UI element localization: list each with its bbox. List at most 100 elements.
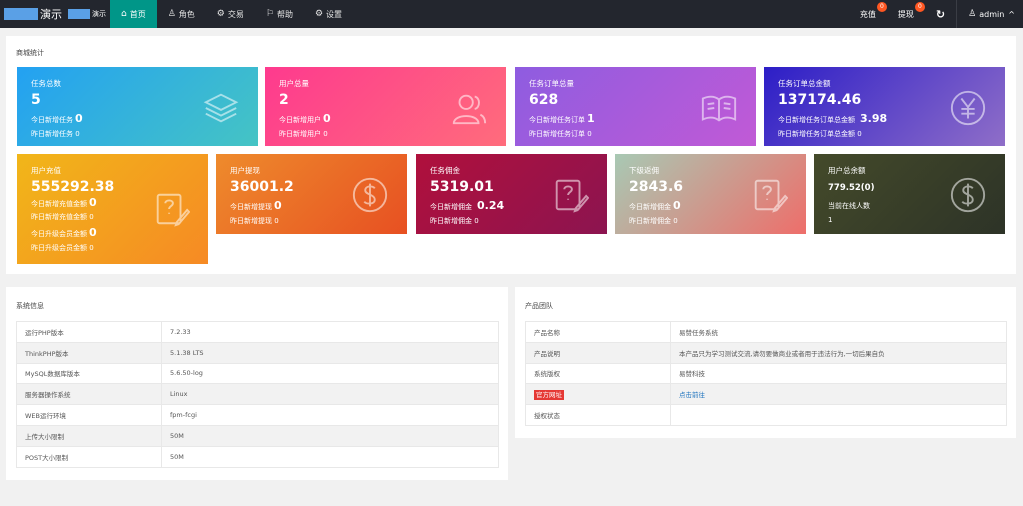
info-value: 5.6.50-log bbox=[161, 362, 499, 385]
card-yesterday: 昨日新增用户 0 bbox=[279, 129, 328, 139]
card-title: 用户总量 bbox=[279, 79, 309, 88]
info-key: 上传大小限制 bbox=[16, 424, 162, 447]
info-key: 服务器操作系统 bbox=[16, 383, 162, 406]
nav-roles-label: 角色 bbox=[178, 9, 195, 19]
recharge-button[interactable]: 充值 0 bbox=[849, 0, 887, 28]
card-yesterday-label: 昨日新增任务订单总金额 bbox=[778, 130, 855, 138]
table-row: ThinkPHP版本 5.1.38 LTS bbox=[16, 341, 499, 364]
top-nav-bar: 演示 演示 ⌂ 首页 ♙ 角色 ⚙ 交易 ⚐ 帮助 ⚙ 设置 充值 0 bbox=[0, 0, 1023, 28]
nav-help[interactable]: ⚐ 帮助 bbox=[255, 0, 304, 28]
nav-home[interactable]: ⌂ 首页 bbox=[110, 0, 157, 28]
table-row: 上传大小限制 50M bbox=[16, 424, 499, 447]
flag-icon: ⚐ bbox=[265, 9, 274, 19]
card-value: 5 bbox=[31, 92, 41, 108]
card-today-label: 今日新增用户 bbox=[279, 116, 321, 124]
product-team-panel: 产品团队 产品名称 易赞任务系统 产品说明 本产品只为学习测试交流,请勿要做商业或者… bbox=[515, 287, 1016, 438]
card-line-label: 今日升级会员金额 bbox=[31, 230, 87, 238]
book-icon bbox=[701, 95, 737, 122]
card-yesterday-value: 0 bbox=[274, 217, 279, 225]
card-yesterday-value: 0 bbox=[75, 130, 80, 138]
card-today: 今日新增任务订单 1 bbox=[529, 112, 595, 125]
table-row: 产品名称 易赞任务系统 bbox=[525, 321, 1007, 343]
card-today-value: 0 bbox=[323, 112, 331, 125]
card-today-label: 今日新增任务 bbox=[31, 116, 73, 124]
system-info-panel: 系统信息 运行PHP版本 7.2.33 ThinkPHP版本 5.1.38 LTS … bbox=[6, 287, 508, 480]
recharge-label: 充值 bbox=[859, 9, 876, 19]
user-menu[interactable]: ♙ admin ^ bbox=[957, 0, 1023, 28]
card-today: 今日新增提现 0 bbox=[230, 199, 282, 212]
card-title: 用户提现 bbox=[230, 166, 260, 175]
card-today: 今日新增任务订单总金额 3.98 bbox=[778, 112, 887, 125]
card-yesterday-label: 昨日新增提现 bbox=[230, 217, 272, 225]
card-title: 任务订单总金额 bbox=[778, 79, 831, 88]
nav-roles[interactable]: ♙ 角色 bbox=[157, 0, 206, 28]
official-site-link[interactable]: 点击前往 bbox=[679, 391, 705, 400]
card-total-tasks[interactable]: 任务总数 5 今日新增任务 0 昨日新增任务 0 bbox=[17, 67, 258, 146]
card-value: 5319.01 bbox=[430, 179, 494, 195]
info-value: fpm-fcgi bbox=[161, 404, 499, 426]
withdraw-button[interactable]: 提现 0 bbox=[887, 0, 925, 28]
info-value: Linux bbox=[161, 383, 499, 406]
card-user-withdraw[interactable]: 用户提现 36001.2 今日新增提现 0 昨日新增提现 0 bbox=[216, 154, 407, 234]
card-yesterday: 昨日新增任务订单总金额 0 bbox=[778, 129, 862, 139]
nav-settings[interactable]: ⚙ 设置 bbox=[304, 0, 353, 28]
info-key: 系统版权 bbox=[525, 362, 671, 385]
card-line-label: 昨日新增充值金额 bbox=[31, 213, 87, 221]
brand-text-small: 演示 bbox=[92, 10, 106, 18]
product-team-table: 产品名称 易赞任务系统 产品说明 本产品只为学习测试交流,请勿要做商业或者用于违法行… bbox=[525, 321, 1007, 426]
card-today-label: 今日新增提现 bbox=[230, 203, 272, 211]
product-team-title: 产品团队 bbox=[525, 302, 553, 310]
card-today: 今日新增佣金 0 bbox=[629, 199, 681, 212]
card-yesterday: 昨日新增任务订单 0 bbox=[529, 129, 592, 139]
nav-help-label: 帮助 bbox=[276, 9, 293, 19]
card-yesterday: 昨日新增提现 0 bbox=[230, 216, 279, 226]
card-value: 137174.46 bbox=[778, 92, 862, 108]
dollar-icon bbox=[352, 177, 388, 213]
info-key: 产品说明 bbox=[525, 341, 671, 364]
card-yesterday-label: 昨日新增佣金 bbox=[629, 217, 671, 225]
info-key: 运行PHP版本 bbox=[16, 321, 162, 343]
card-task-order-amount[interactable]: 任务订单总金额 137174.46 今日新增任务订单总金额 3.98 昨日新增任务… bbox=[764, 67, 1005, 146]
home-icon: ⌂ bbox=[121, 9, 127, 19]
card-line-value: 0 bbox=[89, 244, 94, 252]
nav-trade[interactable]: ⚙ 交易 bbox=[206, 0, 255, 28]
stats-panel: 商城统计 任务总数 5 今日新增任务 0 昨日新增任务 0 用户总量 2 今日新增… bbox=[6, 36, 1016, 274]
card-title: 下级返佣 bbox=[629, 166, 659, 175]
info-value: 50M bbox=[161, 424, 499, 447]
info-value: 50M bbox=[161, 445, 499, 468]
card-today: 今日新增佣金 0.24 bbox=[430, 199, 504, 212]
card-line-value: 0 bbox=[89, 226, 97, 239]
nav-trade-label: 交易 bbox=[227, 9, 244, 19]
card-title: 任务订单总量 bbox=[529, 79, 574, 88]
yen-icon bbox=[950, 90, 986, 126]
refresh-icon: ↻ bbox=[935, 7, 946, 21]
card-total-users[interactable]: 用户总量 2 今日新增用户 0 昨日新增用户 0 bbox=[265, 67, 506, 146]
card-task-commission[interactable]: 任务佣金 5319.01 今日新增佣金 0.24 昨日新增佣金 0 bbox=[416, 154, 607, 234]
card-total-task-orders[interactable]: 任务订单总量 628 今日新增任务订单 1 昨日新增任务订单 0 bbox=[515, 67, 756, 146]
card-today: 今日新增任务 0 bbox=[31, 112, 83, 125]
brand-text: 演示 bbox=[40, 8, 62, 21]
edit-note-icon bbox=[555, 179, 589, 213]
logo[interactable]: 演示 演示 bbox=[0, 0, 110, 28]
card-value: 2843.6 bbox=[629, 179, 684, 195]
logo-mark bbox=[4, 8, 38, 20]
info-key: 授权状态 bbox=[525, 404, 671, 426]
stats-title: 商城统计 bbox=[16, 49, 44, 57]
info-key: WEB运行环境 bbox=[16, 404, 162, 426]
card-online-label: 当前在线人数 bbox=[828, 202, 870, 210]
refresh-button[interactable]: ↻ bbox=[925, 0, 956, 28]
card-line: 今日升级会员金额 0 bbox=[31, 226, 97, 239]
card-yesterday-value: 0 bbox=[474, 217, 479, 225]
card-user-total-balance[interactable]: 用户总余额 779.52(0) 当前在线人数 1 bbox=[814, 154, 1005, 234]
table-row: 授权状态 bbox=[525, 404, 1007, 426]
card-user-recharge[interactable]: 用户充值 555292.38 今日新增充值金额 0 昨日新增充值金额 0 今日升级… bbox=[17, 154, 208, 264]
card-value: 555292.38 bbox=[31, 179, 115, 195]
card-sub-rebate[interactable]: 下级返佣 2843.6 今日新增佣金 0 昨日新增佣金 0 bbox=[615, 154, 806, 234]
table-row: MySQL数据库版本 5.6.50-log bbox=[16, 362, 499, 385]
info-key: POST大小限制 bbox=[16, 445, 162, 468]
info-value: 5.1.38 LTS bbox=[161, 341, 499, 364]
info-key: MySQL数据库版本 bbox=[16, 362, 162, 385]
card-line: 今日新增充值金额 0 bbox=[31, 196, 97, 209]
info-value: 易赞任务系统 bbox=[670, 321, 1007, 343]
layers-icon bbox=[203, 93, 239, 123]
